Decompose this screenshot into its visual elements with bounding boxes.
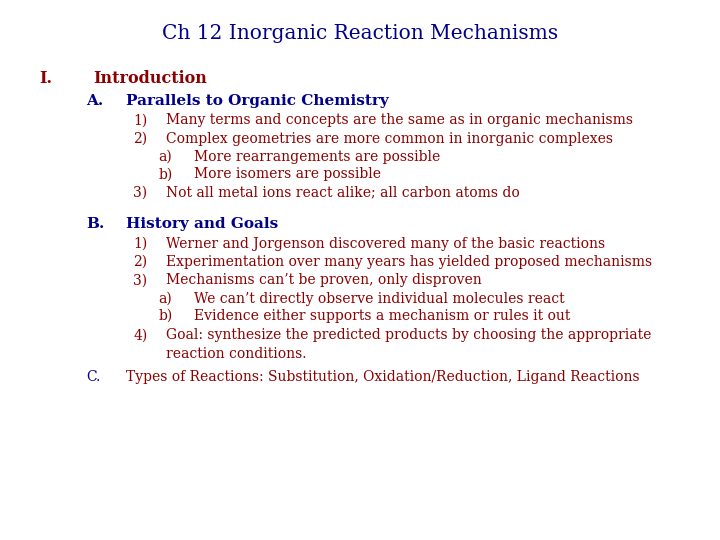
Text: 3): 3) bbox=[133, 186, 148, 200]
Text: 2): 2) bbox=[133, 132, 148, 146]
Text: A.: A. bbox=[86, 94, 104, 108]
Text: I.: I. bbox=[40, 70, 53, 87]
Text: Werner and Jorgenson discovered many of the basic reactions: Werner and Jorgenson discovered many of … bbox=[166, 237, 605, 251]
Text: 1): 1) bbox=[133, 237, 148, 251]
Text: Parallels to Organic Chemistry: Parallels to Organic Chemistry bbox=[126, 94, 389, 108]
Text: b): b) bbox=[158, 309, 173, 323]
Text: Complex geometries are more common in inorganic complexes: Complex geometries are more common in in… bbox=[166, 132, 613, 146]
Text: More isomers are possible: More isomers are possible bbox=[194, 167, 382, 181]
Text: a): a) bbox=[158, 150, 172, 164]
Text: b): b) bbox=[158, 167, 173, 181]
Text: We can’t directly observe individual molecules react: We can’t directly observe individual mol… bbox=[194, 292, 565, 306]
Text: B.: B. bbox=[86, 217, 105, 231]
Text: 3): 3) bbox=[133, 273, 148, 287]
Text: Mechanisms can’t be proven, only disproven: Mechanisms can’t be proven, only disprov… bbox=[166, 273, 482, 287]
Text: Many terms and concepts are the same as in organic mechanisms: Many terms and concepts are the same as … bbox=[166, 113, 633, 127]
Text: Goal: synthesize the predicted products by choosing the appropriate: Goal: synthesize the predicted products … bbox=[166, 328, 651, 342]
Text: reaction conditions.: reaction conditions. bbox=[166, 347, 306, 361]
Text: History and Goals: History and Goals bbox=[126, 217, 278, 231]
Text: 1): 1) bbox=[133, 113, 148, 127]
Text: Experimentation over many years has yielded proposed mechanisms: Experimentation over many years has yiel… bbox=[166, 255, 652, 269]
Text: Types of Reactions: Substitution, Oxidation/Reduction, Ligand Reactions: Types of Reactions: Substitution, Oxidat… bbox=[126, 370, 639, 384]
Text: More rearrangements are possible: More rearrangements are possible bbox=[194, 150, 441, 164]
Text: Evidence either supports a mechanism or rules it out: Evidence either supports a mechanism or … bbox=[194, 309, 571, 323]
Text: C.: C. bbox=[86, 370, 101, 384]
Text: Introduction: Introduction bbox=[94, 70, 207, 87]
Text: Not all metal ions react alike; all carbon atoms do: Not all metal ions react alike; all carb… bbox=[166, 186, 519, 200]
Text: 2): 2) bbox=[133, 255, 148, 269]
Text: a): a) bbox=[158, 292, 172, 306]
Text: 4): 4) bbox=[133, 328, 148, 342]
Text: Ch 12 Inorganic Reaction Mechanisms: Ch 12 Inorganic Reaction Mechanisms bbox=[162, 24, 558, 43]
